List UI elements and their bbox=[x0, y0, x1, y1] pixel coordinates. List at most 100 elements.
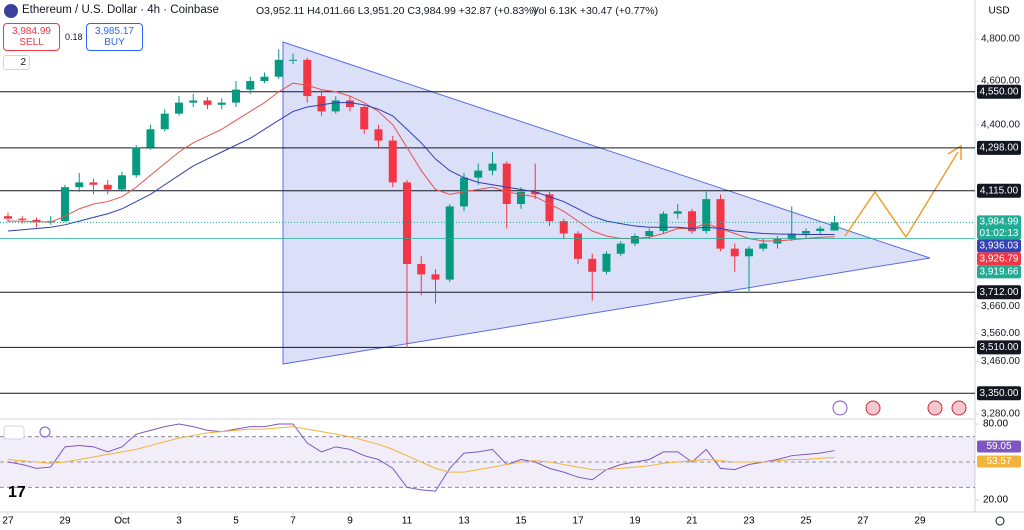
candle-body bbox=[573, 233, 582, 259]
rsi-value-label-bg bbox=[977, 440, 1021, 453]
logo: 17 bbox=[8, 484, 26, 501]
x-tick-label: 5 bbox=[233, 516, 239, 527]
candle-body bbox=[716, 199, 725, 249]
indicator-icon[interactable] bbox=[39, 426, 51, 438]
candle-body bbox=[317, 96, 326, 112]
level-label: 3,350.00 bbox=[980, 388, 1019, 399]
level-label: 4,298.00 bbox=[980, 143, 1019, 154]
candle-body bbox=[274, 59, 283, 77]
candle-body bbox=[388, 140, 397, 183]
level-label-bg bbox=[977, 140, 1021, 155]
candle-body bbox=[189, 100, 198, 103]
candle-body bbox=[516, 191, 525, 204]
y-tick-label: 20.00 bbox=[983, 495, 1008, 506]
candle-body bbox=[730, 248, 739, 257]
y-tick-label: 4,400.00 bbox=[981, 119, 1020, 130]
projection-arrow bbox=[947, 144, 962, 160]
candle-body bbox=[545, 194, 554, 222]
candle-body bbox=[816, 228, 825, 232]
collapse-button[interactable] bbox=[3, 425, 25, 440]
candle-body bbox=[402, 182, 411, 264]
event-icon[interactable] bbox=[865, 400, 881, 416]
candle-body bbox=[75, 182, 84, 188]
price-label-bg bbox=[977, 215, 1021, 240]
x-tick-label: Oct bbox=[114, 516, 130, 527]
candle-body bbox=[830, 222, 839, 231]
x-tick-label: 29 bbox=[914, 516, 926, 527]
x-tick-label: 11 bbox=[402, 516, 413, 527]
price-label: 3,936.03 bbox=[980, 240, 1019, 251]
price-label: 3,926.79 bbox=[980, 253, 1019, 264]
candle-body bbox=[374, 129, 383, 141]
x-tick-label: 27 bbox=[2, 516, 14, 527]
candle-body bbox=[645, 231, 654, 237]
candle-body bbox=[488, 163, 497, 171]
symbol-icon bbox=[4, 4, 18, 18]
level-label: 4,550.00 bbox=[980, 86, 1019, 97]
event-icon[interactable] bbox=[951, 400, 967, 416]
rsi-line bbox=[7, 423, 835, 492]
candle-body bbox=[431, 274, 440, 280]
candle-body bbox=[288, 59, 297, 61]
candle-body bbox=[117, 175, 126, 190]
candle-body bbox=[787, 233, 796, 239]
level-label: 3,510.00 bbox=[980, 342, 1019, 353]
rsi-value-label-bg bbox=[977, 455, 1021, 468]
candle-body bbox=[702, 199, 711, 232]
price-label-bg bbox=[977, 239, 1021, 253]
rsi-value-label: 53.57 bbox=[986, 456, 1011, 467]
countdown: 01:02:13 bbox=[980, 228, 1019, 239]
indicators-count: 2 bbox=[20, 57, 26, 68]
y-tick-label: 4,800.00 bbox=[981, 34, 1020, 45]
candle-body bbox=[146, 129, 155, 148]
sell-button[interactable]: 3,984.99 SELL bbox=[3, 23, 60, 51]
currency: USD bbox=[988, 6, 1009, 17]
event-icon[interactable] bbox=[927, 400, 943, 416]
candle-body bbox=[3, 216, 12, 219]
candle-body bbox=[417, 263, 426, 275]
candle-body bbox=[303, 59, 312, 97]
candle-body bbox=[759, 243, 768, 249]
x-tick-label: 29 bbox=[59, 516, 71, 527]
level-label-bg bbox=[977, 285, 1021, 300]
x-tick-label: 17 bbox=[572, 516, 584, 527]
rsi-value-label: 59.05 bbox=[986, 441, 1011, 452]
x-tick-label: 3 bbox=[176, 516, 182, 527]
candle-body bbox=[630, 236, 639, 244]
settings-icon[interactable] bbox=[995, 516, 1005, 526]
candle-body bbox=[801, 231, 810, 234]
symbol: Ethereum / U.S. Dollar · 4h · Coinbase bbox=[22, 4, 219, 16]
candle-body bbox=[687, 211, 696, 232]
candle-body bbox=[103, 184, 112, 190]
sell-label: SELL bbox=[19, 37, 44, 48]
level-label-bg bbox=[977, 183, 1021, 198]
y-tick-label: 3,280.00 bbox=[981, 409, 1020, 420]
price-label-bg bbox=[977, 252, 1021, 266]
candle-body bbox=[616, 243, 625, 254]
indicators-toggle[interactable]: 2 bbox=[3, 55, 30, 70]
y-tick-label: 3,560.00 bbox=[981, 328, 1020, 339]
candle-body bbox=[331, 100, 340, 112]
candle-body bbox=[217, 102, 226, 105]
volume: Vol 6.13K +30.47 (+0.77%) bbox=[532, 5, 659, 17]
x-tick-label: 19 bbox=[629, 516, 641, 527]
candle-body bbox=[246, 81, 255, 90]
x-tick-label: 15 bbox=[515, 516, 527, 527]
y-tick-label: 80.00 bbox=[983, 419, 1008, 430]
rsi-line bbox=[7, 426, 835, 473]
moving-average bbox=[7, 102, 835, 236]
x-tick-label: 23 bbox=[743, 516, 755, 527]
x-tick-label: 9 bbox=[347, 516, 353, 527]
candle-body bbox=[203, 100, 212, 105]
candle-body bbox=[345, 100, 354, 108]
candle-body bbox=[360, 107, 369, 130]
buy-button[interactable]: 3,985.17 BUY bbox=[86, 23, 143, 51]
candle-body bbox=[18, 218, 27, 220]
level-label: 3,712.00 bbox=[980, 287, 1019, 298]
y-tick-label: 3,660.00 bbox=[981, 301, 1020, 312]
sell-price: 3,984.99 bbox=[12, 26, 51, 37]
level-label-bg bbox=[977, 386, 1021, 401]
event-icon[interactable] bbox=[832, 400, 848, 416]
